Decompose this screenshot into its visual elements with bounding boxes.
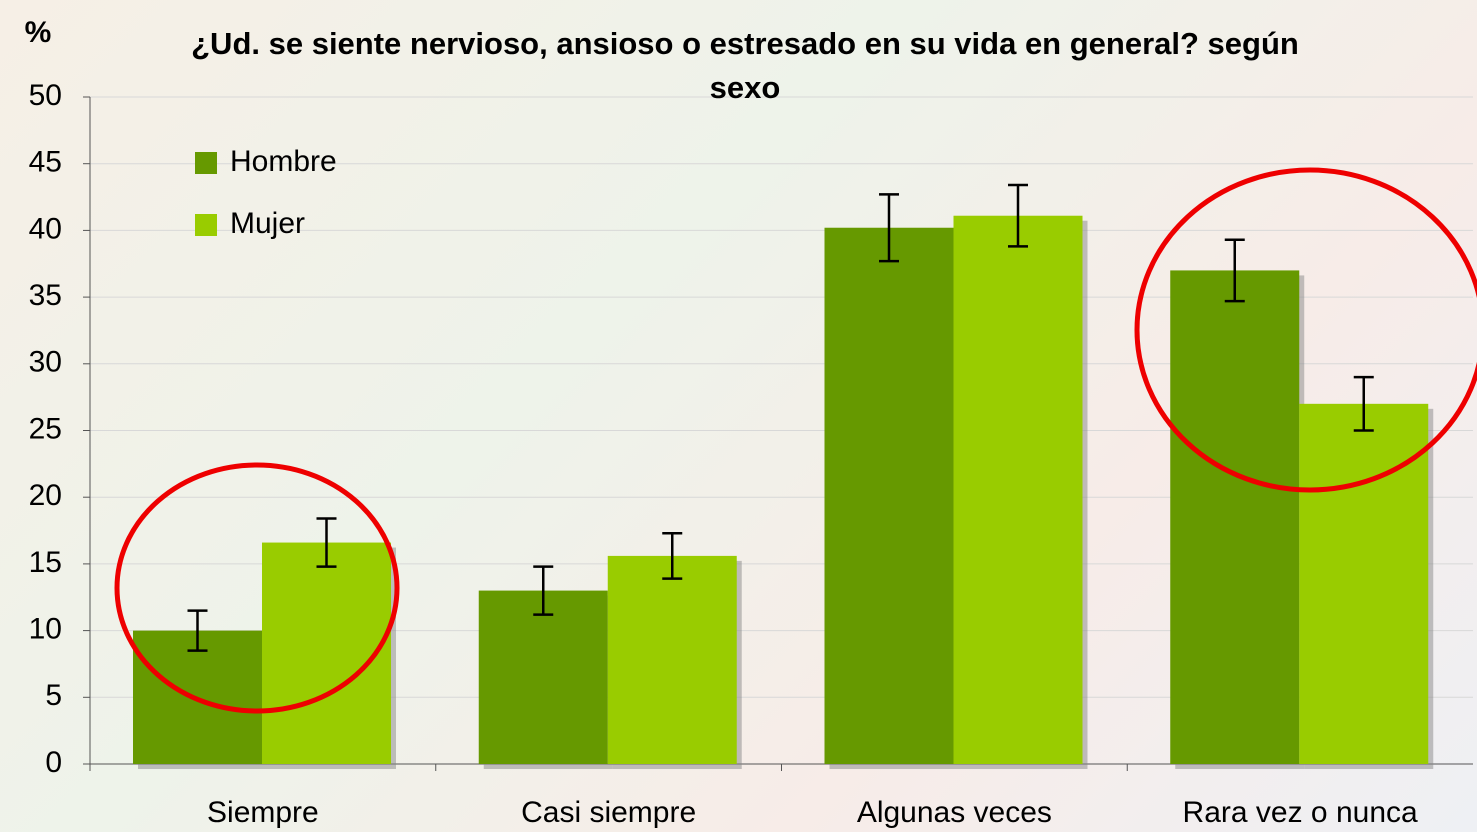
x-tick-label: Casi siempre bbox=[521, 796, 696, 829]
chart-title: ¿Ud. se siente nervioso, ansioso o estre… bbox=[170, 22, 1320, 110]
bar bbox=[954, 216, 1083, 764]
y-tick-label: 30 bbox=[29, 346, 62, 379]
legend-label: Mujer bbox=[230, 207, 305, 240]
legend-swatch bbox=[195, 214, 217, 236]
y-tick-label: 20 bbox=[29, 479, 62, 512]
bar bbox=[262, 543, 391, 764]
y-tick-label: 5 bbox=[45, 679, 62, 712]
bar bbox=[1299, 404, 1428, 764]
legend-swatch bbox=[195, 152, 217, 174]
y-axis-label: % bbox=[25, 16, 52, 49]
y-tick-label: 10 bbox=[29, 613, 62, 646]
x-tick-label: Siempre bbox=[207, 796, 319, 829]
y-tick-label: 45 bbox=[29, 146, 62, 179]
y-tick-label: 15 bbox=[29, 546, 62, 579]
bar bbox=[825, 228, 954, 764]
page: % 0 5 10 15 20 25 30 35 40 45 50 Siempre Casi siempr… bbox=[0, 0, 1477, 832]
legend-label: Hombre bbox=[230, 145, 337, 178]
y-tick-label: 25 bbox=[29, 412, 62, 445]
bar bbox=[608, 556, 737, 764]
x-tick-label: Rara vez o nunca bbox=[1183, 796, 1418, 829]
y-tick-label: 35 bbox=[29, 279, 62, 312]
chart: % 0 5 10 15 20 25 30 35 40 45 50 Siempre Casi siempr… bbox=[0, 0, 1477, 832]
bar bbox=[1170, 270, 1299, 764]
y-tick-label: 0 bbox=[45, 746, 62, 779]
y-tick-label: 50 bbox=[29, 79, 62, 112]
bar bbox=[479, 591, 608, 764]
x-tick-label: Algunas veces bbox=[857, 796, 1052, 829]
y-tick-label: 40 bbox=[29, 212, 62, 245]
